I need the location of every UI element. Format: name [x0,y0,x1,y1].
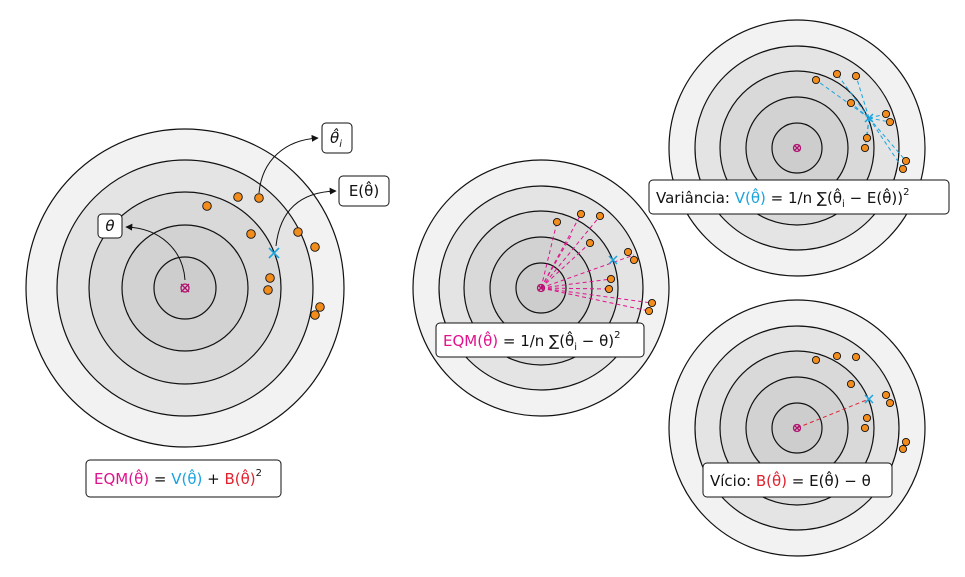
eqm-formula-text: EQM(θ̂) = 1/n ∑(θ̂i − θ)2 [443,330,621,353]
main-center-marker [180,283,190,293]
bias-formula-text: Vício: B(θ̂) = E(θ̂) − θ [710,470,871,490]
eqm-shots [552,209,657,316]
eqm-center-marker [536,283,546,293]
theta-hat-i-label: θ̂i [321,122,353,154]
main-formula: EQM(θ̂) = V(θ̂) + B(θ̂)2 [85,459,282,498]
main-formula-text: EQM(θ̂) = V(θ̂) + B(θ̂)2 [94,468,262,488]
theta-label-text: θ [105,217,114,235]
theta-arrow [125,223,186,281]
expectation-arrow [275,187,337,247]
bias-line [796,398,870,429]
theta-hat-arrow [258,134,319,194]
bias-expectation-marker [864,394,874,404]
main-shots [202,192,325,320]
eqm-expectation-marker [608,255,618,265]
bias-shots [811,351,911,454]
bias-formula: Vício: B(θ̂) = E(θ̂) − θ [702,462,893,498]
variance-formula: Variância: V(θ̂) = 1/n ∑(θ̂i − E(θ̂))2 [648,179,950,215]
eqm-formula: EQM(θ̂) = 1/n ∑(θ̂i − θ)2 [435,322,645,358]
variance-center-marker [792,143,802,153]
expectation-label: E(θ̂) [338,175,390,207]
bias-center-marker [792,423,802,433]
variance-expectation-marker [864,113,874,123]
variance-shots [811,69,911,174]
eqm-deviation-lines [540,213,653,312]
theta-hat-i-text: θ̂i [330,127,342,150]
theta-label: θ [97,213,123,239]
main-expectation-marker [268,247,280,259]
expectation-label-text: E(θ̂) [349,180,379,200]
variance-formula-text: Variância: V(θ̂) = 1/n ∑(θ̂i − E(θ̂))2 [656,187,910,210]
